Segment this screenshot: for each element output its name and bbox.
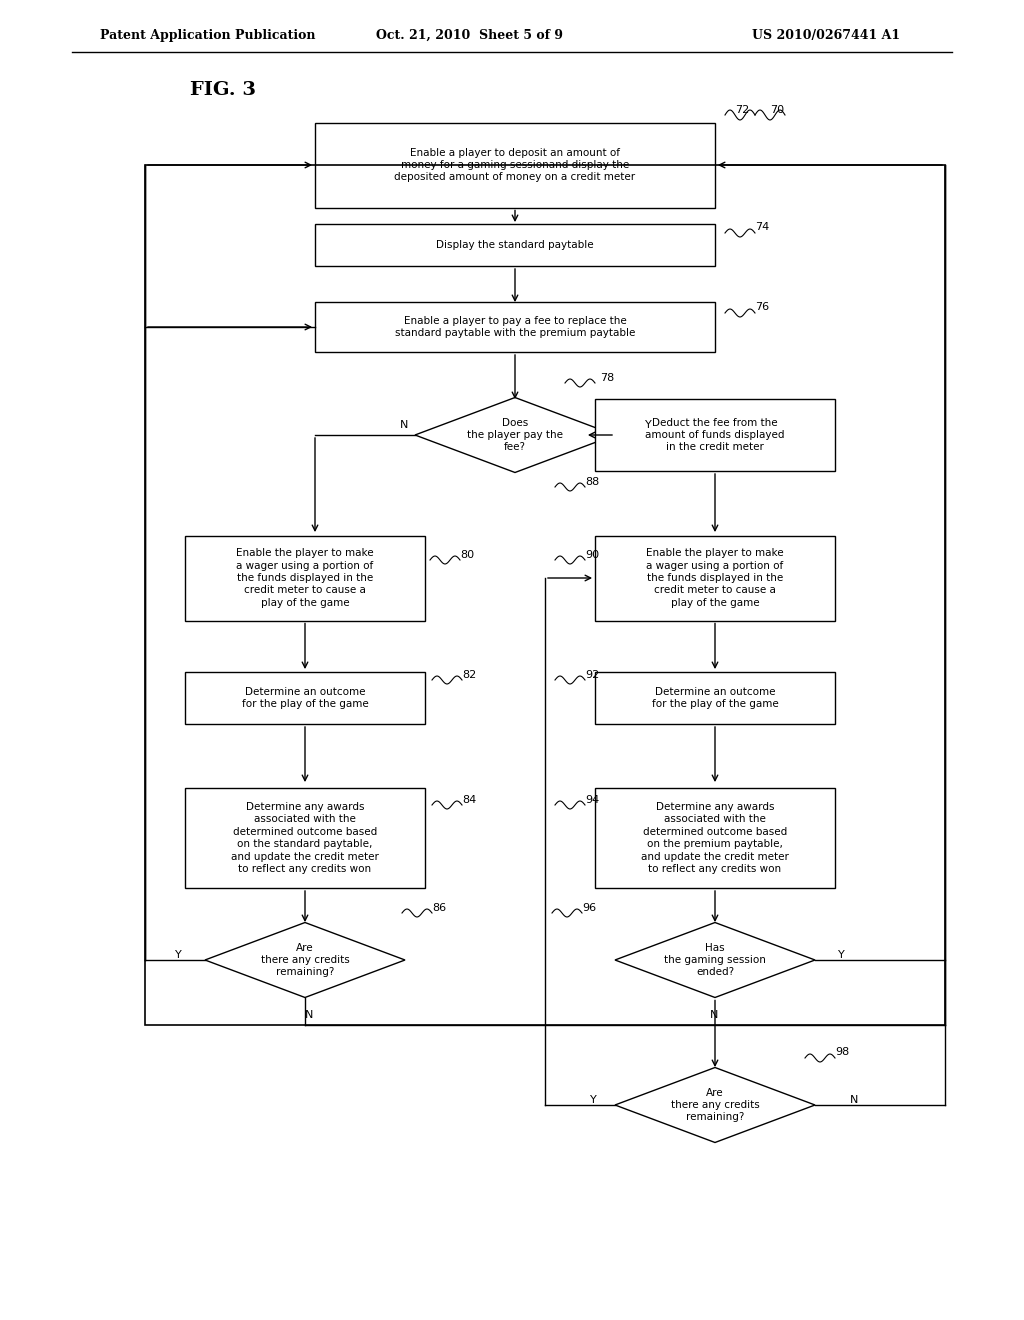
Text: Display the standard paytable: Display the standard paytable — [436, 240, 594, 249]
FancyBboxPatch shape — [315, 224, 715, 267]
Text: Determine any awards
associated with the
determined outcome based
on the premium: Determine any awards associated with the… — [641, 803, 788, 874]
Text: Enable a player to deposit an amount of
money for a gaming sessionand display th: Enable a player to deposit an amount of … — [394, 148, 636, 182]
Polygon shape — [415, 397, 615, 473]
Text: 70: 70 — [770, 106, 784, 115]
Text: 78: 78 — [600, 374, 614, 383]
Text: N: N — [850, 1096, 858, 1105]
Polygon shape — [615, 1068, 815, 1143]
Text: N: N — [305, 1010, 313, 1020]
Text: Enable the player to make
a wager using a portion of
the funds displayed in the
: Enable the player to make a wager using … — [237, 548, 374, 607]
FancyBboxPatch shape — [185, 788, 425, 888]
Text: N: N — [710, 1010, 719, 1020]
FancyBboxPatch shape — [185, 672, 425, 723]
Text: 82: 82 — [462, 671, 476, 680]
Text: Patent Application Publication: Patent Application Publication — [100, 29, 315, 41]
Text: Oct. 21, 2010  Sheet 5 of 9: Oct. 21, 2010 Sheet 5 of 9 — [377, 29, 563, 41]
Text: N: N — [400, 420, 409, 430]
Text: Enable a player to pay a fee to replace the
standard paytable with the premium p: Enable a player to pay a fee to replace … — [395, 315, 635, 338]
Text: Does
the player pay the
fee?: Does the player pay the fee? — [467, 417, 563, 453]
Text: 74: 74 — [755, 222, 769, 232]
Text: 86: 86 — [432, 903, 446, 913]
Text: Determine an outcome
for the play of the game: Determine an outcome for the play of the… — [651, 686, 778, 709]
Polygon shape — [205, 923, 406, 998]
Text: Are
there any credits
remaining?: Are there any credits remaining? — [261, 942, 349, 977]
FancyBboxPatch shape — [595, 536, 835, 620]
Text: Y: Y — [590, 1096, 597, 1105]
Text: Deduct the fee from the
amount of funds displayed
in the credit meter: Deduct the fee from the amount of funds … — [645, 417, 784, 453]
Text: Has
the gaming session
ended?: Has the gaming session ended? — [664, 942, 766, 977]
FancyBboxPatch shape — [185, 536, 425, 620]
Text: Are
there any credits
remaining?: Are there any credits remaining? — [671, 1088, 760, 1122]
Text: US 2010/0267441 A1: US 2010/0267441 A1 — [752, 29, 900, 41]
Text: 76: 76 — [755, 302, 769, 312]
Text: 96: 96 — [582, 903, 596, 913]
Text: Y: Y — [645, 420, 651, 430]
Text: Y: Y — [838, 950, 845, 960]
FancyBboxPatch shape — [595, 788, 835, 888]
Text: 98: 98 — [835, 1047, 849, 1057]
Text: Determine any awards
associated with the
determined outcome based
on the standar: Determine any awards associated with the… — [231, 803, 379, 874]
Text: 84: 84 — [462, 795, 476, 805]
Text: 92: 92 — [585, 671, 599, 680]
FancyBboxPatch shape — [595, 399, 835, 471]
Text: 88: 88 — [585, 477, 599, 487]
Text: Enable the player to make
a wager using a portion of
the funds displayed in the
: Enable the player to make a wager using … — [646, 548, 783, 607]
Polygon shape — [615, 923, 815, 998]
Text: FIG. 3: FIG. 3 — [190, 81, 256, 99]
Text: Y: Y — [175, 950, 181, 960]
Text: 80: 80 — [460, 550, 474, 560]
Text: 90: 90 — [585, 550, 599, 560]
Text: 94: 94 — [585, 795, 599, 805]
FancyBboxPatch shape — [315, 302, 715, 352]
FancyBboxPatch shape — [315, 123, 715, 207]
Text: Determine an outcome
for the play of the game: Determine an outcome for the play of the… — [242, 686, 369, 709]
FancyBboxPatch shape — [595, 672, 835, 723]
Text: 72: 72 — [735, 106, 750, 115]
